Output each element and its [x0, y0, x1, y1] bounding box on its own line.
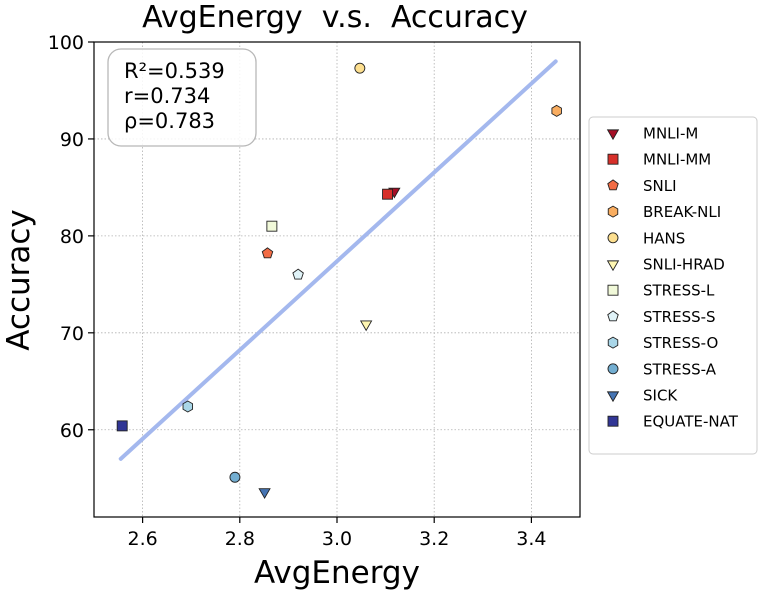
- x-axis-ticks: 2.6 2.8 3.0 3.2 3.4: [127, 517, 547, 550]
- y-tick-label: 70: [60, 323, 84, 345]
- point-snli-hrad: [359, 320, 373, 332]
- legend-marker-mnli-mm: [607, 153, 619, 165]
- legend-marker-mnli-m: [606, 129, 620, 141]
- point-sick: [258, 488, 271, 499]
- stats-r-squared: R²=0.539: [124, 59, 225, 83]
- legend-label-mnli-m: MNLI-M: [643, 125, 698, 143]
- legend-marker-snli: [607, 179, 619, 191]
- legend-frame: [588, 116, 758, 455]
- legend-marker-stress-a: [607, 363, 619, 375]
- legend-label-stress-s: STRESS-S: [643, 308, 716, 326]
- legend-label-hans: HANS: [643, 229, 685, 247]
- legend-label-mnli-mm: MNLI-MM: [643, 151, 711, 169]
- legend-label-stress-a: STRESS-A: [643, 360, 717, 378]
- legend-label-snli-hrad: SNLI-HRAD: [643, 256, 725, 274]
- point-stress-o: [182, 400, 194, 413]
- y-axis-title: Accuracy: [1, 209, 37, 351]
- point-break-nli: [551, 104, 562, 117]
- legend-label-sick: SICK: [643, 387, 678, 405]
- x-tick-label: 3.2: [419, 528, 449, 550]
- regression-line: [118, 59, 558, 461]
- legend-entries: MNLI-M MNLI-MM SNLI BREAK-NLI HANS SNLI-HRAD S…: [606, 125, 739, 431]
- y-tick-label: 100: [48, 32, 84, 54]
- point-snli: [261, 247, 274, 259]
- y-axis-ticks: 60 70 80 90 100: [48, 32, 94, 442]
- y-tick-label: 60: [60, 420, 84, 442]
- legend-marker-stress-o: [607, 336, 619, 349]
- point-stress-a: [229, 471, 241, 483]
- x-tick-label: 2.8: [225, 528, 255, 550]
- legend-marker-break-nli: [607, 205, 619, 218]
- legend-label-stress-o: STRESS-O: [643, 334, 718, 352]
- stats-box: R²=0.539 r=0.734 ρ=0.783: [107, 48, 257, 147]
- legend-marker-snli-hrad: [606, 260, 620, 272]
- y-tick-label: 90: [60, 129, 84, 151]
- legend-marker-hans: [607, 232, 619, 244]
- y-tick-label: 80: [60, 226, 84, 248]
- stats-pearson-r: r=0.734: [124, 84, 210, 108]
- stats-spearman-rho: ρ=0.783: [124, 109, 215, 133]
- x-tick-label: 2.6: [127, 528, 157, 550]
- legend-label-equate-nat: EQUATE-NAT: [643, 413, 739, 431]
- x-axis-title: AvgEnergy: [254, 555, 420, 590]
- x-tick-label: 3.4: [516, 528, 546, 550]
- data-points: [116, 62, 562, 499]
- chart-title: AvgEnergy v.s. Accuracy: [142, 0, 528, 35]
- legend-label-break-nli: BREAK-NLI: [643, 203, 721, 221]
- legend-marker-equate-nat: [607, 415, 619, 427]
- legend-marker-sick: [606, 391, 620, 403]
- legend: MNLI-M MNLI-MM SNLI BREAK-NLI HANS SNLI-HRAD S…: [588, 116, 758, 455]
- legend-marker-stress-l: [607, 284, 619, 296]
- legend-marker-stress-s: [607, 310, 619, 322]
- stats-box-frame: [107, 48, 257, 147]
- point-stress-s: [292, 268, 304, 280]
- legend-label-snli: SNLI: [643, 177, 677, 195]
- point-equate-nat: [116, 420, 128, 432]
- point-hans: [354, 62, 366, 74]
- x-tick-label: 3.0: [322, 528, 352, 550]
- point-mnli-mm: [382, 188, 393, 200]
- legend-label-stress-l: STRESS-L: [643, 282, 715, 300]
- point-stress-l: [266, 220, 278, 232]
